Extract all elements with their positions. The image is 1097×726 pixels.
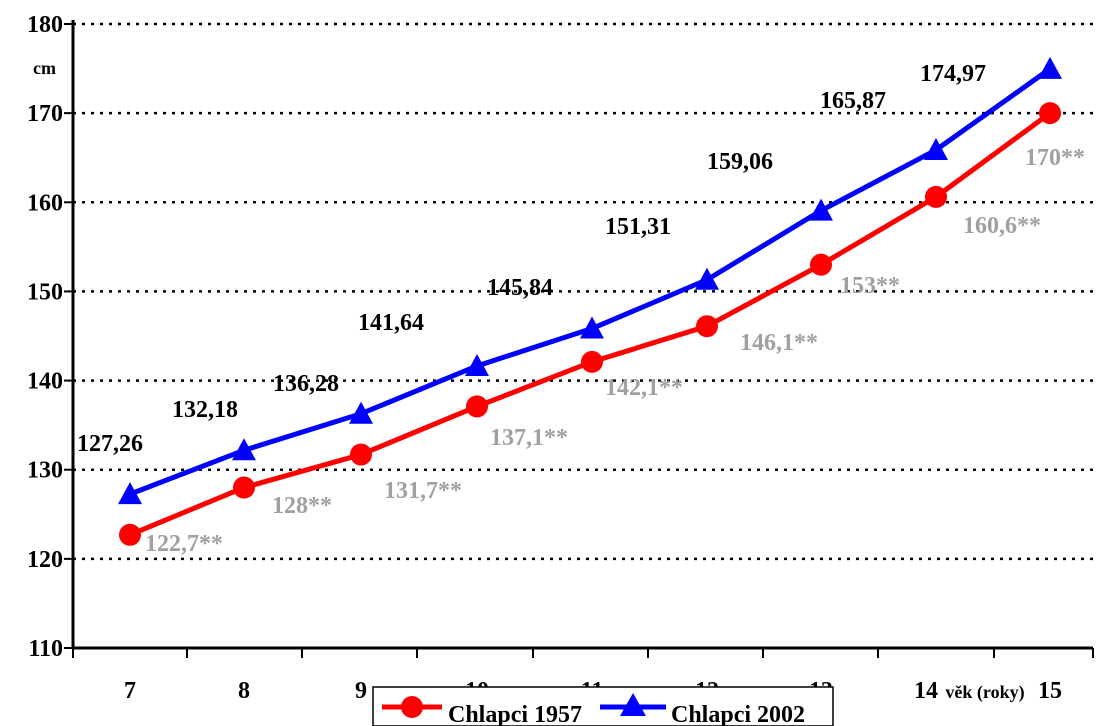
data-label-2002: 132,18 — [172, 397, 238, 423]
data-label-2002: 127,26 — [77, 431, 143, 457]
data-label-1957: 122,7** — [145, 531, 223, 557]
y-tick-label: 140 — [27, 369, 63, 395]
data-label-2002: 165,87 — [820, 88, 886, 114]
data-label-1957: 131,7** — [384, 478, 462, 504]
data-label-1957: 153** — [840, 273, 900, 299]
y-tick-label: 160 — [27, 190, 63, 216]
point-2002 — [580, 316, 604, 339]
x-tick-label: 9 — [355, 678, 367, 704]
point-2002 — [118, 482, 142, 505]
data-label-1957: 170** — [1025, 145, 1085, 171]
legend-label-1957: Chlapci 1957 — [448, 702, 582, 726]
data-label-2002: 174,97 — [920, 61, 986, 87]
point-1957 — [119, 523, 141, 546]
point-2002 — [924, 137, 948, 160]
x-tick-label: 7 — [124, 678, 136, 704]
data-label-1957: 160,6** — [963, 213, 1041, 239]
data-labels-layer: 127,26 132,18 136,28 141,64 145,84 151,31 159,… — [77, 61, 1085, 557]
x-tick-label: 15 — [1038, 678, 1062, 704]
y-tick-labels: 110 120 130 140 150 160 170 180 — [27, 12, 63, 662]
point-1957 — [233, 476, 255, 499]
legend-marker-2002 — [620, 693, 646, 716]
point-2002 — [1038, 56, 1062, 79]
data-label-2002: 159,06 — [707, 149, 773, 175]
legend: Chlapci 1957 Chlapci 2002 — [372, 686, 834, 726]
point-2002 — [232, 438, 256, 461]
y-tick-label: 150 — [27, 279, 63, 305]
point-2002 — [809, 198, 833, 221]
point-1957 — [810, 253, 832, 276]
y-tick-label: 180 — [27, 12, 63, 38]
point-2002 — [695, 267, 719, 290]
x-axis-label: věk (roky) — [945, 682, 1024, 703]
point-2002 — [465, 353, 489, 376]
y-tick-label: 110 — [28, 636, 63, 662]
y-tick-label: 130 — [27, 458, 63, 484]
series-line-2002 — [129, 66, 1052, 497]
data-label-2002: 151,31 — [605, 214, 671, 240]
y-tick-label: 170 — [27, 101, 63, 127]
data-label-1957: 128** — [272, 493, 332, 519]
axes — [64, 20, 1094, 658]
legend-label-2002: Chlapci 2002 — [671, 702, 805, 726]
point-1957 — [696, 315, 718, 338]
data-label-2002: 141,64 — [358, 310, 424, 336]
point-1957 — [581, 350, 603, 373]
x-tick-label: 14 — [914, 678, 938, 704]
legend-marker-1957 — [401, 696, 423, 718]
point-1957 — [466, 395, 488, 418]
y-tick-label: 120 — [27, 547, 63, 573]
data-label-1957: 146,1** — [740, 330, 818, 356]
y-axis-unit-label: cm — [33, 58, 56, 78]
point-1957 — [350, 443, 372, 466]
x-tick-label: 8 — [238, 678, 250, 704]
point-1957 — [1039, 102, 1061, 125]
grid-lines — [73, 22, 1093, 561]
data-label-2002: 136,28 — [273, 371, 339, 397]
point-2002 — [349, 401, 373, 424]
data-label-2002: 145,84 — [487, 275, 553, 301]
data-label-1957: 142,1** — [605, 375, 683, 401]
series-layer — [118, 56, 1062, 546]
point-1957 — [925, 185, 947, 208]
data-label-1957: 137,1** — [490, 425, 568, 451]
